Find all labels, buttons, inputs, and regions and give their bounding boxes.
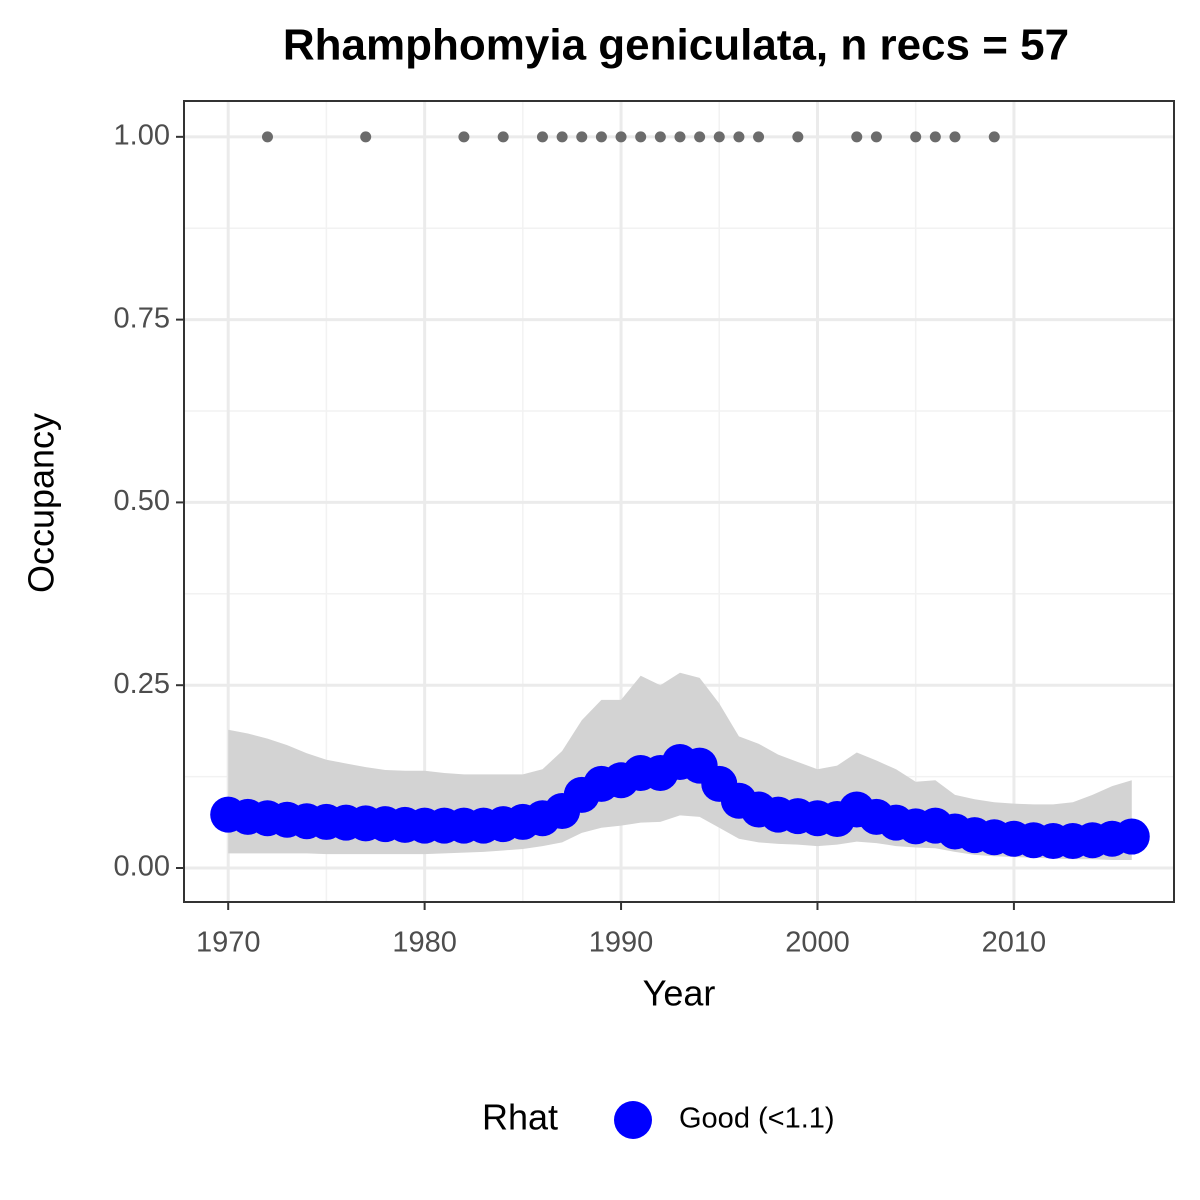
record-point <box>694 131 706 143</box>
record-point <box>615 131 627 143</box>
record-point <box>261 131 273 143</box>
x-axis-label: Year <box>643 973 716 1014</box>
record-point <box>949 131 961 143</box>
record-point <box>929 131 941 143</box>
record-point <box>674 131 686 143</box>
record-point <box>360 131 372 143</box>
y-tick-label: 0.25 <box>114 668 170 700</box>
y-tick-label: 0.00 <box>114 851 170 883</box>
y-axis-label: Occupancy <box>21 413 62 593</box>
y-tick-label: 0.75 <box>114 302 170 334</box>
record-point <box>497 131 509 143</box>
record-point <box>792 131 804 143</box>
record-point <box>556 131 568 143</box>
record-point <box>576 131 588 143</box>
x-tick-label: 2010 <box>982 927 1047 959</box>
record-point <box>851 131 863 143</box>
x-tick-label: 2000 <box>785 927 850 959</box>
record-point <box>733 131 745 143</box>
record-point <box>713 131 725 143</box>
chart-title: Rhamphomyia geniculata, n recs = 57 <box>283 21 1069 70</box>
record-point <box>910 131 922 143</box>
panel-border <box>183 100 1175 903</box>
y-tick-label: 1.00 <box>114 119 170 151</box>
x-tick-label: 1970 <box>196 927 261 959</box>
legend-label: Good (<1.1) <box>679 1103 835 1135</box>
record-point <box>635 131 647 143</box>
legend-title: Rhat <box>482 1097 558 1138</box>
record-point <box>654 131 666 143</box>
record-point <box>870 131 882 143</box>
legend-marker <box>614 1101 652 1139</box>
y-tick-label: 0.50 <box>114 485 170 517</box>
record-point <box>536 131 548 143</box>
record-point <box>753 131 765 143</box>
x-tick-label: 1990 <box>589 927 654 959</box>
x-tick-label: 1980 <box>392 927 457 959</box>
record-point <box>458 131 470 143</box>
record-point <box>988 131 1000 143</box>
record-point <box>595 131 607 143</box>
data-point <box>1113 818 1150 855</box>
